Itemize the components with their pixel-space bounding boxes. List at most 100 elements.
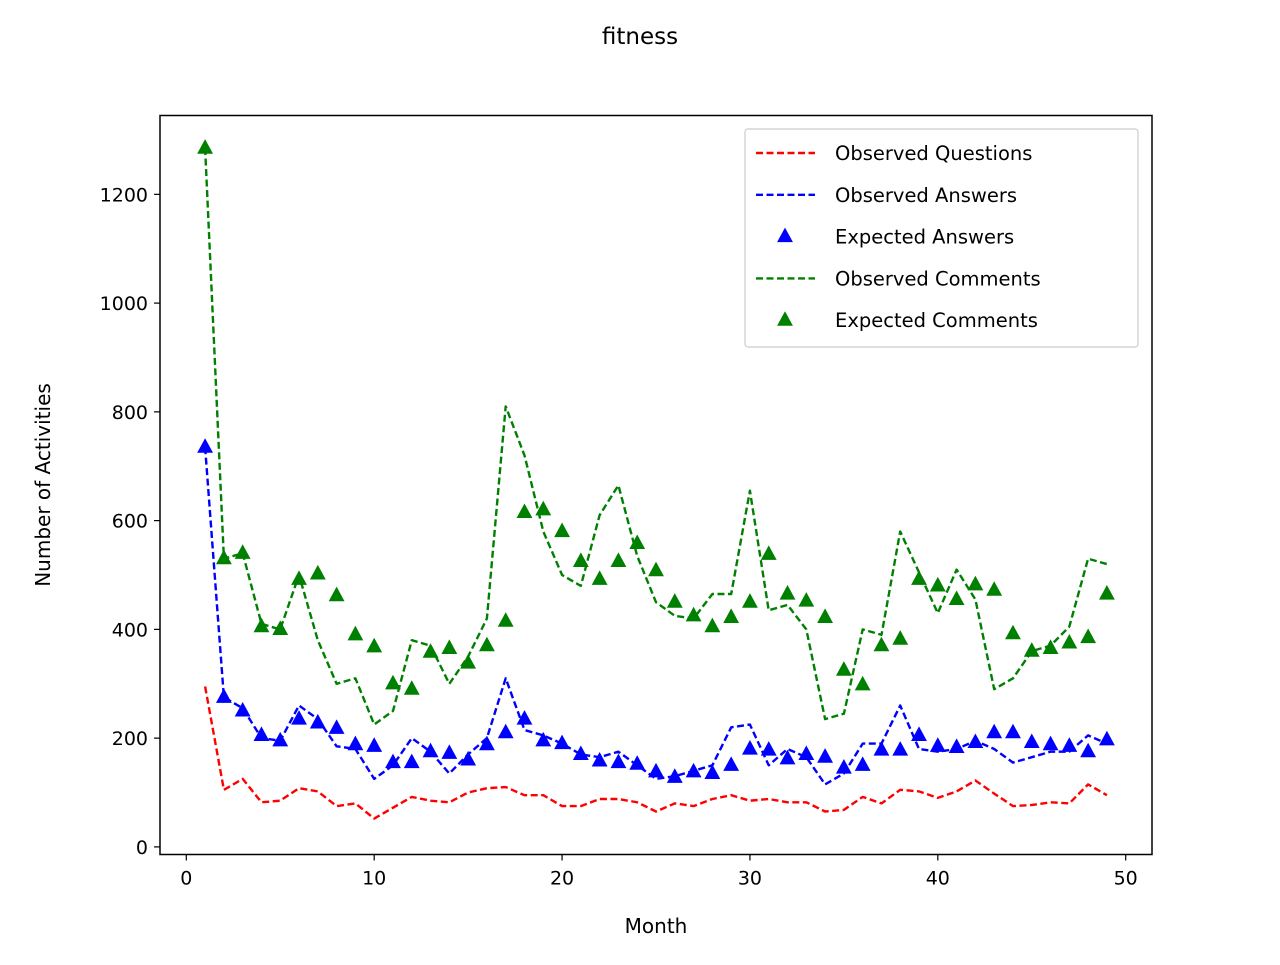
chart-title: fitness <box>602 24 678 50</box>
expected-comments-marker <box>1080 628 1097 644</box>
expected-answers-marker <box>478 735 495 751</box>
expected-answers-marker <box>648 762 664 778</box>
expected-comments-marker <box>422 643 439 658</box>
expected-answers-marker <box>253 726 270 741</box>
expected-answers-marker <box>610 753 627 769</box>
expected-answers-marker <box>215 688 232 703</box>
expected-answers-marker <box>892 741 909 756</box>
expected-comments-marker <box>215 549 232 565</box>
expected-answers-marker <box>1005 723 1021 739</box>
expected-answers-marker <box>1061 737 1078 752</box>
expected-comments-marker <box>760 545 777 560</box>
expected-comments-marker <box>272 620 289 635</box>
expected-answers-marker <box>742 740 758 755</box>
expected-answers-marker <box>854 756 871 771</box>
legend-swatch-expected-answers <box>777 227 793 243</box>
expected-comments-marker <box>892 630 909 645</box>
expected-comments-marker <box>309 564 326 580</box>
expected-comments-marker <box>1005 624 1021 640</box>
expected-comments-marker <box>948 590 965 606</box>
expected-answers-marker <box>1023 733 1040 749</box>
expected-comments-marker <box>554 522 570 538</box>
y-tick-label: 400 <box>112 619 148 641</box>
expected-answers-marker <box>760 741 777 756</box>
expected-answers-marker <box>572 745 589 761</box>
expected-comments-marker <box>591 570 608 585</box>
y-tick-label: 800 <box>112 402 148 424</box>
expected-comments-marker <box>497 612 514 627</box>
expected-answers-marker <box>629 755 646 770</box>
axis-ticks: 0 10 20 30 40 50 0 200 400 600 800 1000 1200 <box>100 184 1138 889</box>
expected-comments-marker <box>798 592 815 607</box>
expected-answers-marker <box>366 737 383 752</box>
expected-answers-marker <box>535 731 552 747</box>
expected-answers-marker <box>497 723 514 739</box>
expected-answers-marker <box>309 713 326 729</box>
expected-answers-marker <box>422 742 439 758</box>
expected-comments-marker <box>835 661 852 676</box>
expected-answers-marker <box>704 764 721 780</box>
expected-comments-marker <box>967 575 984 591</box>
expected-comments-marker <box>347 625 364 641</box>
legend-swatch-expected-comments <box>777 311 793 326</box>
expected-answers-marker <box>986 723 1003 739</box>
expected-answers-marker <box>666 768 683 783</box>
expected-answers-marker <box>234 701 251 717</box>
expected-comments-marker <box>1061 633 1078 649</box>
expected-comments-marker <box>441 639 458 654</box>
expected-answers-marker <box>460 750 477 766</box>
expected-comments-marker <box>234 544 251 559</box>
y-tick-label: 1200 <box>100 184 148 206</box>
expected-comments-marker <box>291 570 307 585</box>
expected-comments-marker <box>873 636 890 652</box>
expected-answers-marker <box>911 726 927 741</box>
expected-comments-marker <box>986 581 1003 596</box>
legend-label-expected-comments: Expected Comments <box>835 309 1038 332</box>
x-tick-label: 20 <box>550 868 574 890</box>
expected-comments-marker <box>817 608 834 623</box>
expected-comments-marker <box>516 503 533 519</box>
y-tick-label: 200 <box>112 728 148 750</box>
expected-answers-marker <box>347 735 364 751</box>
expected-comments-marker <box>648 561 664 577</box>
expected-answers-marker <box>835 759 852 774</box>
y-axis-label: Number of Activities <box>31 383 55 587</box>
expected-comments-marker <box>629 534 646 550</box>
expected-answers-marker <box>328 719 345 734</box>
expected-answers-marker <box>723 756 740 771</box>
legend: Observed Questions Observed Answers Expect… <box>744 128 1139 348</box>
expected-answers-marker <box>967 733 984 749</box>
expected-answers-marker <box>1098 730 1115 746</box>
expected-comments-marker <box>460 654 477 669</box>
expected-answers-marker <box>1080 742 1097 758</box>
y-tick-label: 0 <box>136 837 148 859</box>
legend-label-observed-questions: Observed Questions <box>835 142 1032 165</box>
y-tick-label: 600 <box>112 511 148 533</box>
expected-comments-marker <box>742 593 758 608</box>
x-axis-label: Month <box>625 914 688 938</box>
expected-comments-marker <box>1023 642 1040 657</box>
legend-label-observed-answers: Observed Answers <box>835 184 1017 207</box>
expected-answers-marker <box>441 744 458 759</box>
expected-answers-marker <box>779 749 796 765</box>
expected-answers-marker <box>385 753 401 769</box>
expected-comments-marker <box>1098 585 1115 600</box>
expected-comments-marker <box>328 586 345 602</box>
plot-area <box>197 139 1115 820</box>
expected-answers-marker <box>948 738 965 753</box>
x-tick-label: 0 <box>180 868 192 890</box>
expected-answers-marker <box>554 734 570 750</box>
expected-comments-marker <box>478 636 495 652</box>
expected-answers-marker <box>272 731 289 747</box>
x-tick-label: 40 <box>926 868 950 890</box>
expected-answers-marker <box>197 438 214 453</box>
observed-comments-line <box>203 148 1108 726</box>
expected-comments-marker <box>929 576 946 592</box>
expected-comments-marker <box>723 608 740 623</box>
expected-answers-marker <box>291 710 307 725</box>
expected-comments-marker <box>854 675 871 691</box>
expected-comments-marker <box>779 585 796 600</box>
expected-answers-marker <box>873 741 890 756</box>
